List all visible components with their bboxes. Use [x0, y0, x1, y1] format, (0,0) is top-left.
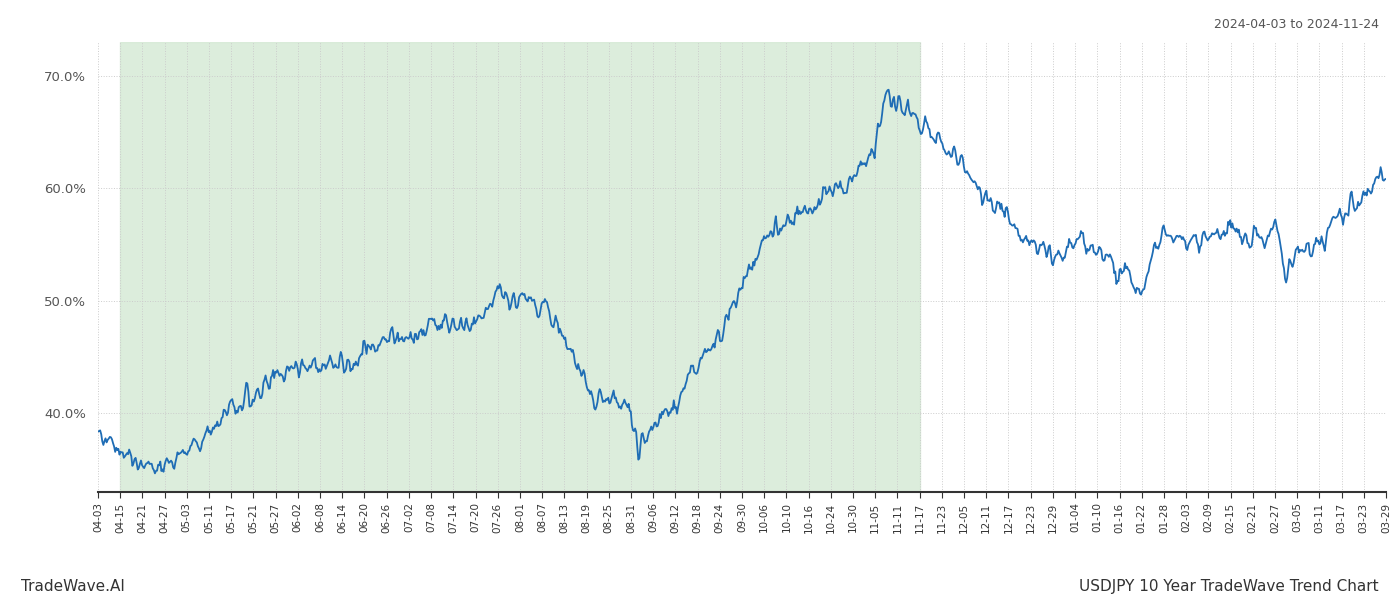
Text: TradeWave.AI: TradeWave.AI	[21, 579, 125, 594]
Text: USDJPY 10 Year TradeWave Trend Chart: USDJPY 10 Year TradeWave Trend Chart	[1079, 579, 1379, 594]
Text: 2024-04-03 to 2024-11-24: 2024-04-03 to 2024-11-24	[1214, 18, 1379, 31]
Bar	[120, 42, 920, 492]
